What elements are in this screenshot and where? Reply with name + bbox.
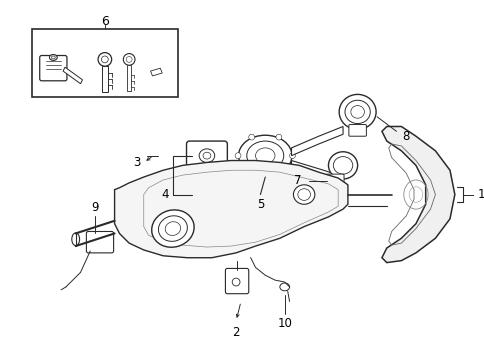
FancyBboxPatch shape bbox=[86, 231, 113, 253]
Polygon shape bbox=[381, 126, 454, 263]
Text: 4: 4 bbox=[161, 188, 168, 201]
Ellipse shape bbox=[293, 185, 314, 204]
Ellipse shape bbox=[255, 148, 274, 164]
Ellipse shape bbox=[196, 189, 208, 200]
Text: 6: 6 bbox=[101, 15, 108, 28]
Ellipse shape bbox=[126, 56, 132, 62]
Text: 1: 1 bbox=[476, 188, 484, 201]
Polygon shape bbox=[127, 65, 131, 91]
Ellipse shape bbox=[279, 283, 289, 291]
Ellipse shape bbox=[101, 56, 108, 63]
Ellipse shape bbox=[199, 149, 214, 162]
Circle shape bbox=[275, 171, 281, 177]
Ellipse shape bbox=[350, 106, 363, 118]
Polygon shape bbox=[291, 161, 337, 183]
Circle shape bbox=[248, 171, 254, 177]
Circle shape bbox=[275, 134, 281, 140]
Bar bbox=[32, 29, 178, 97]
Ellipse shape bbox=[49, 55, 57, 60]
Ellipse shape bbox=[232, 278, 240, 286]
Circle shape bbox=[235, 153, 241, 159]
Ellipse shape bbox=[328, 152, 357, 179]
Ellipse shape bbox=[238, 135, 291, 176]
Ellipse shape bbox=[165, 222, 180, 236]
Text: 2: 2 bbox=[232, 326, 240, 339]
Ellipse shape bbox=[203, 152, 211, 159]
Ellipse shape bbox=[123, 54, 135, 65]
Ellipse shape bbox=[246, 141, 283, 170]
FancyBboxPatch shape bbox=[186, 141, 227, 170]
Text: 3: 3 bbox=[133, 156, 140, 169]
Polygon shape bbox=[114, 161, 347, 258]
Text: 8: 8 bbox=[402, 130, 409, 143]
FancyBboxPatch shape bbox=[225, 268, 248, 294]
Ellipse shape bbox=[344, 100, 369, 124]
Polygon shape bbox=[291, 126, 342, 156]
Circle shape bbox=[289, 153, 295, 159]
Text: 7: 7 bbox=[293, 175, 301, 187]
Polygon shape bbox=[102, 66, 107, 92]
FancyBboxPatch shape bbox=[326, 174, 343, 188]
Ellipse shape bbox=[332, 178, 337, 183]
Ellipse shape bbox=[338, 94, 375, 129]
FancyBboxPatch shape bbox=[40, 56, 67, 81]
Polygon shape bbox=[150, 68, 162, 76]
Ellipse shape bbox=[72, 233, 79, 246]
Ellipse shape bbox=[98, 52, 111, 66]
Text: 5: 5 bbox=[256, 198, 264, 211]
Circle shape bbox=[248, 134, 254, 140]
Ellipse shape bbox=[333, 157, 352, 174]
FancyBboxPatch shape bbox=[348, 125, 365, 136]
Polygon shape bbox=[63, 67, 82, 84]
Ellipse shape bbox=[51, 56, 55, 59]
Text: 10: 10 bbox=[277, 317, 291, 330]
Text: 9: 9 bbox=[91, 201, 99, 214]
Ellipse shape bbox=[192, 186, 212, 203]
Ellipse shape bbox=[199, 192, 205, 197]
Ellipse shape bbox=[151, 210, 194, 247]
Ellipse shape bbox=[158, 216, 187, 241]
Ellipse shape bbox=[297, 189, 310, 200]
